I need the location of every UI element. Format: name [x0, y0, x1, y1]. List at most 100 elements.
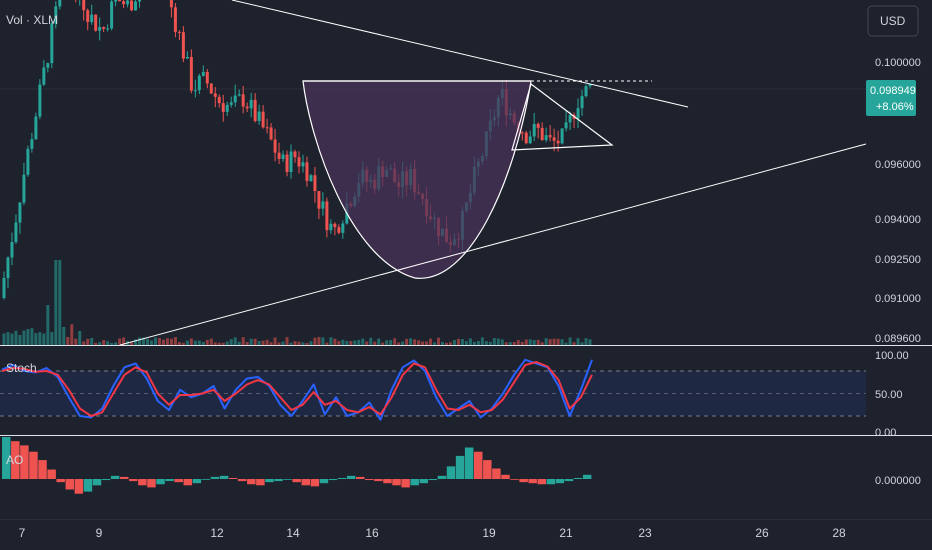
- volume-bar: [421, 341, 425, 345]
- ao-bar: [183, 479, 193, 486]
- candle-body: [241, 94, 245, 107]
- ao-bar: [501, 474, 510, 479]
- stoch-label: Stoch: [6, 361, 37, 375]
- ao-bar: [201, 479, 211, 480]
- candle-body: [265, 127, 269, 129]
- candle-body: [281, 154, 285, 159]
- volume-bar: [197, 340, 201, 345]
- volume-bar: [201, 342, 205, 345]
- candle-body: [54, 6, 58, 24]
- volume-bar: [70, 324, 74, 345]
- volume-bar: [445, 342, 448, 345]
- volume-label: Vol · XLM: [6, 13, 58, 27]
- volume-bar: [38, 332, 42, 345]
- volume-bar: [532, 339, 536, 345]
- x-tick-label: 19: [482, 526, 496, 540]
- ao-bar: [528, 479, 537, 484]
- candle-body: [126, 0, 130, 5]
- volume-bar: [161, 339, 165, 345]
- volume-bar: [369, 337, 373, 345]
- ascending-trendline[interactable]: [119, 143, 867, 346]
- candle-body: [185, 56, 189, 59]
- ao-bar: [165, 479, 174, 482]
- volume-bar: [309, 341, 313, 345]
- candle-body: [564, 122, 568, 129]
- volume-bar: [249, 338, 253, 345]
- volume-bar: [576, 338, 580, 345]
- candle-body: [169, 0, 173, 8]
- ao-label: AO: [6, 453, 23, 467]
- x-tick-label: 26: [755, 526, 769, 540]
- candle-body: [50, 23, 54, 64]
- candle-body: [2, 278, 6, 298]
- volume-bar: [385, 340, 389, 345]
- candle-body: [261, 111, 265, 128]
- stoch-pane[interactable]: Stoch 100.00 50.00 0.00: [0, 350, 909, 439]
- volume-bar: [540, 342, 544, 345]
- candle-body: [273, 139, 277, 153]
- volume-bar: [381, 342, 385, 345]
- price-pane[interactable]: Vol · XLM: [0, 0, 867, 346]
- candle-body: [325, 201, 329, 231]
- volume-bar: [460, 339, 464, 345]
- ao-bar: [301, 479, 311, 486]
- volume-bar: [552, 338, 556, 345]
- candle-body: [221, 103, 225, 112]
- volume-bar: [153, 337, 157, 345]
- volume-bar: [114, 342, 118, 345]
- volume-bar: [98, 342, 102, 345]
- stoch-lines: [1, 358, 593, 421]
- volume-bar: [508, 342, 512, 345]
- ao-bar: [546, 479, 556, 485]
- volume-bar: [241, 337, 245, 345]
- volume-bar: [6, 332, 10, 345]
- currency-button-frame[interactable]: [867, 5, 919, 37]
- volume-bar: [337, 341, 341, 345]
- candle-body: [269, 127, 273, 140]
- volume-bar: [257, 340, 261, 345]
- y-tick-label: 0.091000: [875, 293, 921, 305]
- descending-trendline[interactable]: [231, 0, 689, 108]
- candle-body: [189, 56, 193, 91]
- ao-bar: [192, 479, 202, 484]
- volume-bar: [245, 342, 249, 345]
- candle-body: [18, 202, 22, 223]
- volume-bar: [273, 337, 277, 345]
- volume-bar: [425, 341, 429, 345]
- ao-bar: [56, 479, 65, 483]
- candle-body: [321, 201, 325, 209]
- ao-bar: [383, 479, 392, 484]
- x-tick-label: 28: [832, 526, 846, 540]
- candle-body: [524, 132, 528, 144]
- volume-bar: [142, 337, 146, 345]
- volume-bar: [464, 341, 468, 345]
- candle-body: [580, 96, 584, 109]
- volume-bar: [122, 337, 126, 345]
- candle-body: [197, 75, 201, 91]
- volume-bar: [496, 338, 500, 345]
- volume-bar: [118, 338, 122, 345]
- ao-pane[interactable]: AO 0.000000: [2, 437, 921, 494]
- ao-bar: [519, 479, 528, 483]
- ao-bar: [274, 479, 283, 482]
- ao-bar: [92, 479, 102, 486]
- currency-button[interactable]: USD: [880, 14, 906, 28]
- volume-bar: [229, 339, 233, 345]
- volume-bar: [10, 333, 14, 345]
- volume-bar: [413, 339, 417, 345]
- ao-bar: [156, 479, 165, 485]
- volume-bar: [325, 342, 329, 345]
- price-axis[interactable]: USD 0.100000 0.096000 0.094000 0.092500 …: [866, 0, 932, 519]
- time-axis[interactable]: 7 9 12 14 16 19 21 23 26 28: [0, 519, 932, 541]
- candle-body: [540, 127, 544, 141]
- candle-body: [237, 94, 241, 96]
- volume-bar: [480, 337, 484, 345]
- candle-body: [532, 123, 536, 137]
- ao-bar: [582, 474, 592, 479]
- volume-bar: [58, 260, 62, 345]
- volume-bar: [30, 328, 34, 345]
- volume-bar: [213, 342, 217, 345]
- ao-bar: [147, 479, 156, 488]
- candle-body: [341, 223, 345, 233]
